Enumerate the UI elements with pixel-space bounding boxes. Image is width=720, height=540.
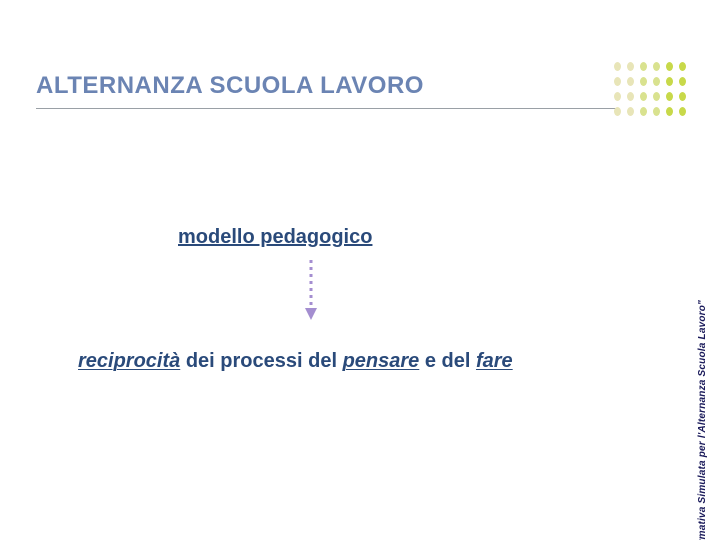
word-fare: fare <box>476 350 513 372</box>
dot-icon <box>640 77 647 86</box>
dot-icon <box>653 77 660 86</box>
dot-icon <box>627 77 634 86</box>
dot-row <box>614 107 686 116</box>
dot-icon <box>666 77 673 86</box>
page-title: ALTERNANZA SCUOLA LAVORO <box>36 72 424 100</box>
word-pensare: pensare <box>343 350 420 372</box>
arrow-down-icon <box>304 258 318 322</box>
dot-icon <box>614 107 621 116</box>
side-caption: Progetto Pilota CIPE : " L'impresa Forma… <box>697 300 708 540</box>
dot-row <box>614 62 686 71</box>
dot-icon <box>627 107 634 116</box>
sentence-part-4: e del <box>419 350 476 372</box>
slide: ALTERNANZA SCUOLA LAVORO modello pedagog… <box>0 0 720 540</box>
dot-icon <box>653 62 660 71</box>
dot-icon <box>627 92 634 101</box>
dot-icon <box>640 92 647 101</box>
dot-icon <box>679 92 686 101</box>
main-sentence: reciprocità dei processi del pensare e d… <box>78 350 513 373</box>
dot-icon <box>614 77 621 86</box>
dot-row <box>614 77 686 86</box>
dot-icon <box>666 107 673 116</box>
dot-icon <box>653 107 660 116</box>
dot-icon <box>653 92 660 101</box>
sentence-part-2: dei processi del <box>180 350 342 372</box>
word-reciprocita: reciprocità <box>78 350 180 372</box>
dot-icon <box>640 107 647 116</box>
dot-icon <box>666 62 673 71</box>
dot-icon <box>666 92 673 101</box>
dot-icon <box>627 62 634 71</box>
model-heading-text: modello pedagogico <box>178 226 372 248</box>
dot-icon <box>614 62 621 71</box>
title-underline <box>36 108 616 109</box>
dot-icon <box>679 77 686 86</box>
dot-row <box>614 92 686 101</box>
dot-icon <box>614 92 621 101</box>
dot-icon <box>679 107 686 116</box>
dot-icon <box>640 62 647 71</box>
dot-icon <box>679 62 686 71</box>
decoration-dot-grid <box>614 62 686 110</box>
model-heading: modello pedagogico <box>178 226 372 249</box>
